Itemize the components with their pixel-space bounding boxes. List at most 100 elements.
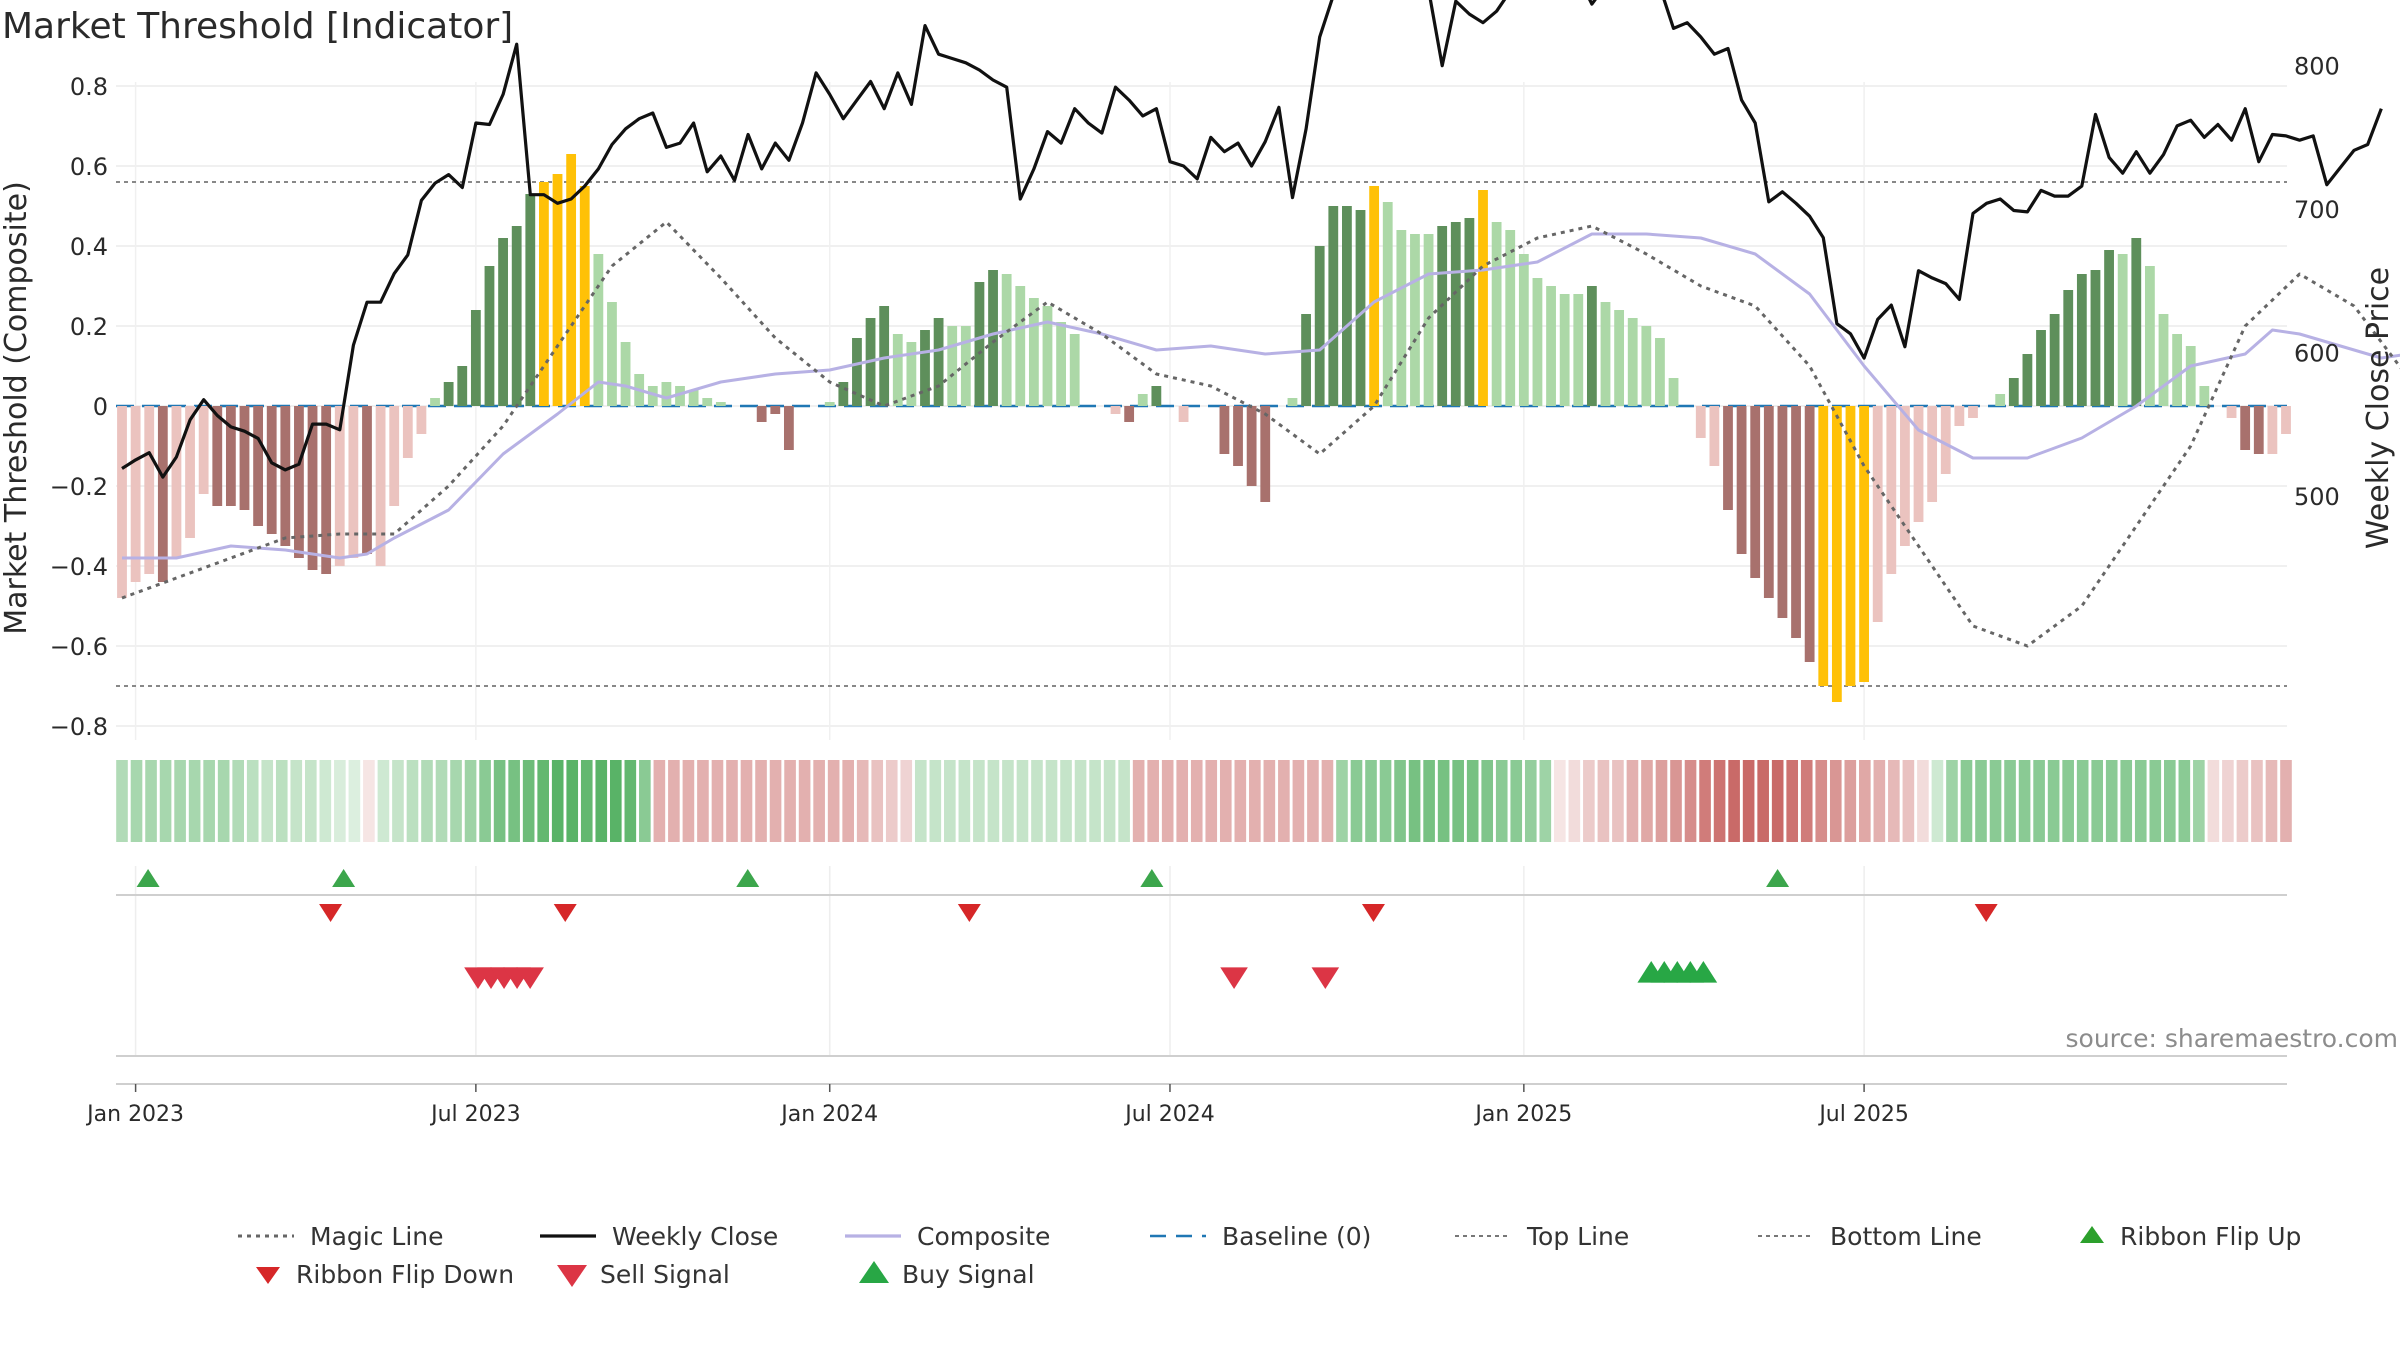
composite-bar [1627, 318, 1638, 406]
composite-bar [198, 406, 209, 494]
composite-bar [1355, 210, 1366, 406]
ribbon-cell [958, 760, 971, 842]
composite-bar [988, 270, 998, 406]
composite-bar [566, 154, 577, 406]
y-axis-label: Market Threshold (Composite) [0, 181, 34, 635]
composite-bar [1600, 302, 1611, 406]
ribbon-cell [1859, 760, 1871, 842]
ribbon-cell [914, 760, 927, 842]
ribbon-cell [1568, 760, 1581, 842]
ribbon-cell [2091, 760, 2104, 842]
ribbon-cell [755, 760, 767, 842]
composite-bar [1913, 406, 1924, 522]
composite-bar [280, 406, 291, 546]
ribbon-cell [392, 760, 404, 842]
composite-bar [1886, 406, 1897, 574]
x-tick-label: Jan 2024 [779, 1102, 878, 1127]
ribbon-cell [1118, 760, 1130, 842]
ribbon-cell [1205, 760, 1218, 842]
ribbon-cell [566, 760, 579, 842]
ribbon-cell [740, 760, 753, 842]
signal-markers [136, 869, 1998, 989]
composite-bar [1940, 406, 1951, 474]
composite-bar [1586, 286, 1597, 406]
ribbon-cell [944, 760, 956, 842]
composite-bar [920, 330, 930, 406]
composite-bar [2022, 354, 2033, 406]
legend-label: Weekly Close [612, 1222, 778, 1251]
composite-bar [307, 406, 318, 570]
composite-bars [117, 154, 2291, 702]
composite-line [122, 232, 2400, 560]
ribbon-cell [1234, 760, 1247, 842]
composite-bar [2172, 334, 2183, 406]
ribbon-cell [871, 760, 884, 842]
x-tick-label: Jul 2024 [1123, 1102, 1215, 1127]
composite-bar [1124, 406, 1135, 422]
composite-bar [1028, 298, 1039, 406]
ribbon-cell [624, 760, 637, 842]
legend-item: Ribbon Flip Down [256, 1260, 514, 1289]
composite-bar [1301, 314, 1311, 406]
composite-bar [1233, 406, 1243, 466]
ribbon-cell [2178, 760, 2191, 842]
ribbon-flip-down-marker [1974, 904, 1998, 922]
ribbon-cell [1815, 760, 1828, 842]
composite-bar [1110, 406, 1121, 414]
composite-bar [688, 390, 699, 406]
ribbon-cell [1219, 760, 1232, 842]
composite-bar [1001, 274, 1012, 406]
ribbon-cell [1031, 760, 1043, 842]
legend-item: Weekly Close [540, 1222, 778, 1251]
magic-line [121, 220, 2400, 648]
composite-bar [2008, 378, 2019, 406]
composite-bar [2158, 314, 2169, 406]
ribbon-flip-down-marker [957, 904, 981, 922]
composite-bar [1246, 406, 1257, 486]
ribbon-cell [1554, 760, 1566, 842]
ribbon-cell [595, 760, 608, 842]
composite-bar [1532, 278, 1543, 406]
ribbon-cell [1742, 760, 1755, 842]
ribbon-cell [1074, 760, 1087, 842]
composite-bar [457, 366, 468, 406]
x-tick-label: Jan 2025 [1473, 1102, 1572, 1127]
ribbon-cell [1161, 760, 1174, 842]
composite-bar [416, 406, 427, 434]
weekly-close-line [121, 0, 2383, 479]
ribbon-cell [697, 760, 709, 842]
ribbon-cell [2134, 760, 2147, 842]
ribbon-cell [813, 760, 825, 842]
legend-label: Baseline (0) [1222, 1222, 1371, 1251]
legend-label: Composite [917, 1222, 1050, 1251]
ribbon-cell [275, 760, 288, 842]
composite-bar [2049, 314, 2060, 406]
composite-bar [2063, 290, 2074, 406]
composite-bar [2090, 270, 2101, 406]
legend-label: Top Line [1526, 1222, 1629, 1251]
ribbon-cell [203, 760, 215, 842]
composite-bar [783, 406, 794, 450]
ribbon-cell [1786, 760, 1799, 842]
legend-label: Sell Signal [600, 1260, 730, 1289]
ribbon-cell [2120, 760, 2133, 842]
ribbon-cell [856, 760, 869, 842]
composite-bar [1287, 398, 1298, 406]
ribbon-cell [580, 760, 593, 842]
composite-bar [130, 406, 141, 582]
y-tick-label: 0 [93, 393, 108, 421]
legend-item: Top Line [1455, 1222, 1629, 1251]
ribbon-flip-up-marker [1140, 869, 1164, 887]
ribbon-cell [1408, 760, 1421, 842]
composite-bar [1369, 186, 1380, 406]
y-tick-label: 0.6 [70, 153, 108, 181]
composite-bar [402, 406, 413, 458]
composite-bar [1410, 234, 1420, 406]
ribbon-cell [1917, 760, 1929, 842]
ribbon-cell [479, 760, 491, 842]
ribbon-cell [827, 760, 840, 842]
y-tick-label: −0.6 [50, 633, 108, 661]
composite-bar [1763, 406, 1774, 598]
composite-bar [1137, 394, 1148, 406]
